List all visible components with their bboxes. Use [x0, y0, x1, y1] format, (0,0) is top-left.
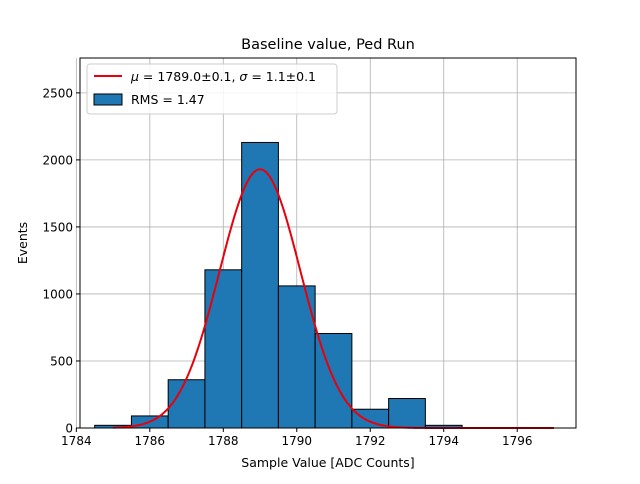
legend-sigma-symbol: σ: [239, 69, 248, 84]
histogram-bar: [277, 285, 316, 429]
x-tick-label: 1792: [355, 434, 386, 448]
x-tick-label: 1794: [428, 434, 459, 448]
x-axis-label: Sample Value [ADC Counts]: [241, 455, 414, 470]
legend-sigma-text: = 1.1±0.1: [247, 69, 316, 84]
y-axis-label: Events: [15, 222, 30, 264]
x-tick-label: 1788: [208, 434, 239, 448]
histogram-bars: [94, 141, 463, 429]
x-axis-ticks: 1784 1786 1788 1790 1792 1794 1796: [61, 428, 532, 448]
y-tick-label: 2000: [42, 153, 73, 167]
plot-frame: [79, 57, 577, 429]
x-tick-label: 1790: [281, 434, 312, 448]
histogram-bar: [204, 269, 243, 429]
y-axis-ticks: 0 500 1000 1500 2000 2500: [42, 86, 80, 436]
legend-fit-label: μ = 1789.0±0.1, σ = 1.1±0.1: [130, 69, 316, 84]
legend-histogram-swatch: [93, 93, 123, 106]
histogram-bar: [167, 379, 206, 429]
chart-title: Baseline value, Ped Run: [241, 37, 415, 53]
legend-mu-text: = 1789.0±0.1,: [139, 69, 239, 84]
legend-histogram-label: RMS = 1.47: [131, 92, 205, 107]
x-tick-label: 1796: [502, 434, 533, 448]
x-tick-label: 1786: [135, 434, 166, 448]
histogram-bar: [241, 141, 279, 429]
y-tick-label: 1500: [42, 220, 73, 234]
y-tick-label: 2500: [42, 86, 73, 100]
y-tick-label: 1000: [42, 287, 73, 301]
legend-mu-symbol: μ: [130, 69, 139, 84]
y-tick-label: 500: [50, 354, 73, 368]
histogram-bar: [388, 398, 426, 429]
y-tick-label: 0: [65, 422, 73, 436]
x-tick-label: 1784: [61, 434, 92, 448]
legend: μ = 1789.0±0.1, σ = 1.1±0.1 RMS = 1.47: [86, 63, 338, 115]
legend-box: [86, 63, 338, 115]
